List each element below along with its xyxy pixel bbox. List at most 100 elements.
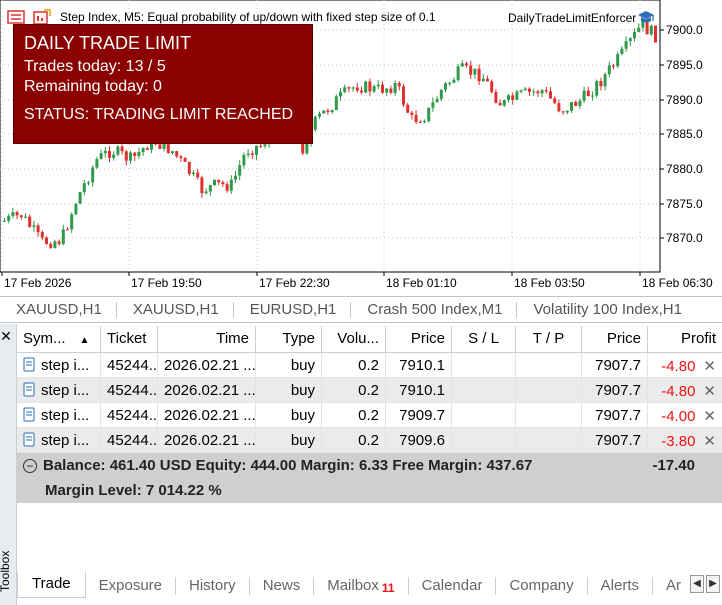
- scroll-left-icon[interactable]: ◀: [690, 575, 704, 593]
- cell-price: 7910.1: [386, 353, 452, 377]
- candle-body: [410, 112, 414, 115]
- limit-status: STATUS: TRADING LIMIT REACHED: [24, 106, 294, 123]
- table-row[interactable]: step i... 45244... 2026.02.21 ... buy 0.…: [17, 403, 722, 428]
- candle-body: [448, 82, 452, 84]
- chart-tab[interactable]: Crash 500 Index,M1: [351, 301, 518, 318]
- column-header-current-price[interactable]: Price: [582, 326, 648, 352]
- column-header-sl[interactable]: S / L: [452, 326, 516, 352]
- candle-body: [120, 146, 124, 152]
- candle-body: [78, 192, 82, 204]
- column-header-tp[interactable]: T / P: [516, 326, 582, 352]
- cell-tp[interactable]: [516, 403, 582, 427]
- chart-properties-icon[interactable]: [32, 9, 52, 25]
- cell-sl[interactable]: [452, 353, 516, 377]
- cell-type: buy: [256, 428, 322, 452]
- candle-body: [36, 225, 40, 233]
- candle-body: [263, 144, 267, 147]
- candle-body: [481, 78, 485, 82]
- table-row[interactable]: step i... 45244... 2026.02.21 ... buy 0.…: [17, 428, 722, 453]
- candle-body: [213, 179, 216, 186]
- candle-body: [318, 113, 321, 117]
- cell-tp[interactable]: [516, 428, 582, 452]
- candle-body: [578, 100, 582, 107]
- graduation-cap-icon[interactable]: [637, 9, 655, 30]
- candle-body: [540, 90, 544, 94]
- candle-body: [217, 179, 221, 183]
- candle-body: [40, 232, 44, 238]
- cell-tp[interactable]: [516, 378, 582, 402]
- candle-body: [393, 83, 397, 93]
- candle-body: [28, 216, 32, 227]
- candle-body: [599, 81, 603, 87]
- column-header-profit[interactable]: Profit: [680, 330, 716, 347]
- cell-current-price: 7907.7: [582, 353, 648, 377]
- chart-title: Step Index, M5: Equal probability of up/…: [60, 10, 436, 24]
- chart-tab[interactable]: Volatility 100 Index,H1: [533, 300, 682, 318]
- close-position-icon[interactable]: ✕: [703, 358, 716, 375]
- cell-type: buy: [256, 353, 322, 377]
- cell-sl[interactable]: [452, 403, 516, 427]
- close-position-icon[interactable]: ✕: [703, 408, 716, 425]
- cell-ticket: 45244...: [101, 403, 158, 427]
- candle-body: [435, 98, 439, 103]
- close-icon[interactable]: ✕: [0, 328, 12, 344]
- column-header-ticket[interactable]: Ticket: [101, 326, 158, 352]
- candle-body: [465, 63, 468, 66]
- close-position-icon[interactable]: ✕: [703, 383, 716, 400]
- tab-exposure[interactable]: Exposure: [86, 577, 177, 595]
- candle-body: [225, 184, 229, 191]
- column-header-time[interactable]: Time: [158, 326, 256, 352]
- cell-sl[interactable]: [452, 428, 516, 452]
- chart-tab[interactable]: XAUUSD,H1: [0, 301, 117, 318]
- candle-body: [595, 81, 599, 96]
- tab-articles[interactable]: Ar: [666, 577, 681, 594]
- candle-body: [7, 215, 11, 221]
- cell-volume: 0.2: [322, 428, 386, 452]
- candle-body: [82, 183, 86, 193]
- candle-body: [423, 121, 426, 123]
- cell-sl[interactable]: [452, 378, 516, 402]
- table-row[interactable]: step i... 45244... 2026.02.21 ... buy 0.…: [17, 378, 722, 403]
- candle-body: [19, 215, 23, 218]
- column-header-volume[interactable]: Volu...: [322, 326, 386, 352]
- cell-ticket: 45244...: [101, 378, 158, 402]
- candle-body: [460, 63, 464, 67]
- chart-tab[interactable]: EURUSD,H1: [234, 301, 352, 318]
- candle-body: [372, 86, 376, 92]
- tab-trade[interactable]: Trade: [17, 572, 86, 598]
- cell-tp[interactable]: [516, 353, 582, 377]
- column-header-symbol[interactable]: Sym... ▲: [17, 326, 101, 352]
- candle-body: [414, 114, 418, 123]
- candle-body: [591, 95, 594, 97]
- candle-body: [368, 81, 372, 92]
- candle-body: [343, 87, 347, 92]
- tab-company[interactable]: Company: [496, 577, 588, 595]
- candle-body: [628, 38, 632, 42]
- close-position-icon[interactable]: ✕: [703, 433, 716, 450]
- tab-alerts[interactable]: Alerts: [588, 577, 653, 595]
- column-header-price[interactable]: Price: [386, 326, 452, 352]
- chart-tab[interactable]: XAUUSD,H1: [117, 301, 234, 318]
- candle-body: [637, 27, 641, 32]
- candle-body: [612, 65, 615, 67]
- candle-body: [469, 65, 473, 75]
- tab-calendar[interactable]: Calendar: [409, 577, 497, 595]
- expert-advisor-name[interactable]: DailyTradeLimitEnforcer: [508, 11, 637, 25]
- candle-body: [364, 81, 368, 93]
- candle-body: [196, 172, 200, 178]
- candle-body: [221, 182, 225, 185]
- column-header-type[interactable]: Type: [256, 326, 322, 352]
- candle-body: [61, 229, 65, 245]
- candle-body: [301, 141, 305, 154]
- tab-history[interactable]: History: [176, 577, 250, 595]
- candle-body: [347, 87, 351, 89]
- price-chart[interactable]: Step Index, M5: Equal probability of up/…: [0, 0, 722, 295]
- table-row[interactable]: step i... 45244... 2026.02.21 ... buy 0.…: [17, 353, 722, 378]
- collapse-icon[interactable]: −: [23, 458, 37, 473]
- tab-news[interactable]: News: [250, 577, 315, 595]
- scroll-right-icon[interactable]: ▶: [706, 575, 720, 593]
- candle-body: [200, 177, 204, 194]
- mailbox-badge: 11: [381, 581, 395, 595]
- chart-list-icon[interactable]: [6, 9, 26, 25]
- tab-mailbox[interactable]: Mailbox 11: [314, 577, 409, 595]
